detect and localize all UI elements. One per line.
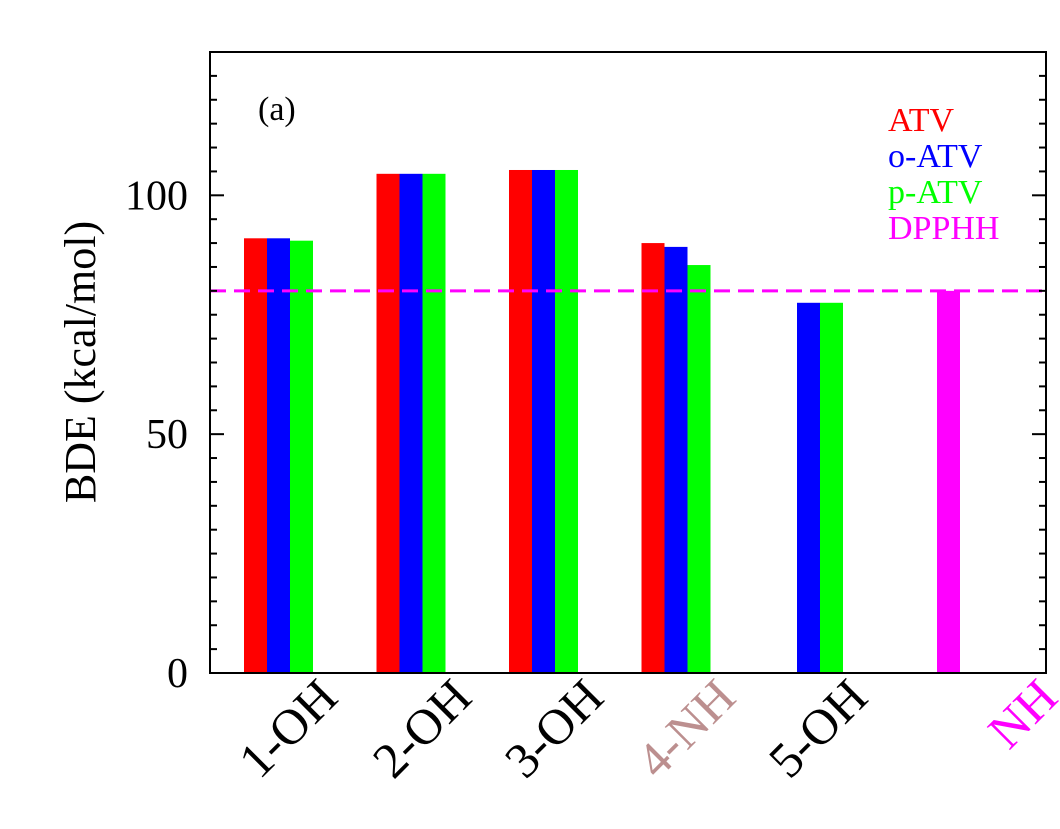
legend-entry-atv: ATV xyxy=(888,102,955,139)
x-tick-labels: 1-OH 2-OH 3-OH 4-NH 5-OH NH xyxy=(228,668,1060,788)
y-tick-labels: 0 50 100 xyxy=(125,173,188,697)
x-tick-label: NH xyxy=(977,668,1060,759)
bar-atv-1-oh xyxy=(244,238,267,674)
x-tick-label: 1-OH xyxy=(228,668,348,788)
legend-entry-p-atv: p-ATV xyxy=(888,174,983,211)
bar-p-atv-5-oh xyxy=(820,302,843,673)
legend-entry-dpphh: DPPHH xyxy=(888,210,999,247)
y-tick-label: 100 xyxy=(125,173,188,219)
y-tick-label: 0 xyxy=(167,651,188,697)
bar-p-atv-2-oh xyxy=(422,173,446,674)
x-tick-label: 5-OH xyxy=(758,668,878,788)
bar-o-atv-4-nh xyxy=(664,246,688,673)
bar-o-atv-1-oh xyxy=(267,238,290,674)
bar-p-atv-3-oh xyxy=(555,169,578,674)
legend-entry-o-atv: o-ATV xyxy=(888,138,983,175)
axis-ticks xyxy=(210,74,1046,674)
bar-o-atv-3-oh xyxy=(532,169,555,674)
y-tick-label: 50 xyxy=(146,412,188,458)
bar-dpphh-nh xyxy=(937,290,960,673)
x-tick-label: 3-OH xyxy=(494,668,614,788)
bar-atv-2-oh xyxy=(376,173,400,674)
bar-p-atv-4-nh xyxy=(687,265,711,673)
bars-layer xyxy=(244,169,960,674)
bar-atv-3-oh xyxy=(509,169,532,674)
bar-o-atv-2-oh xyxy=(399,173,423,674)
x-tick-label: 4-NH xyxy=(626,668,746,788)
x-tick-label: 2-OH xyxy=(362,668,482,788)
bar-atv-4-nh xyxy=(641,243,665,674)
y-axis-label: BDE (kcal/mol) xyxy=(56,221,105,503)
bar-p-atv-1-oh xyxy=(290,240,313,673)
bar-o-atv-5-oh xyxy=(797,302,820,673)
panel-label: (a) xyxy=(258,91,296,128)
